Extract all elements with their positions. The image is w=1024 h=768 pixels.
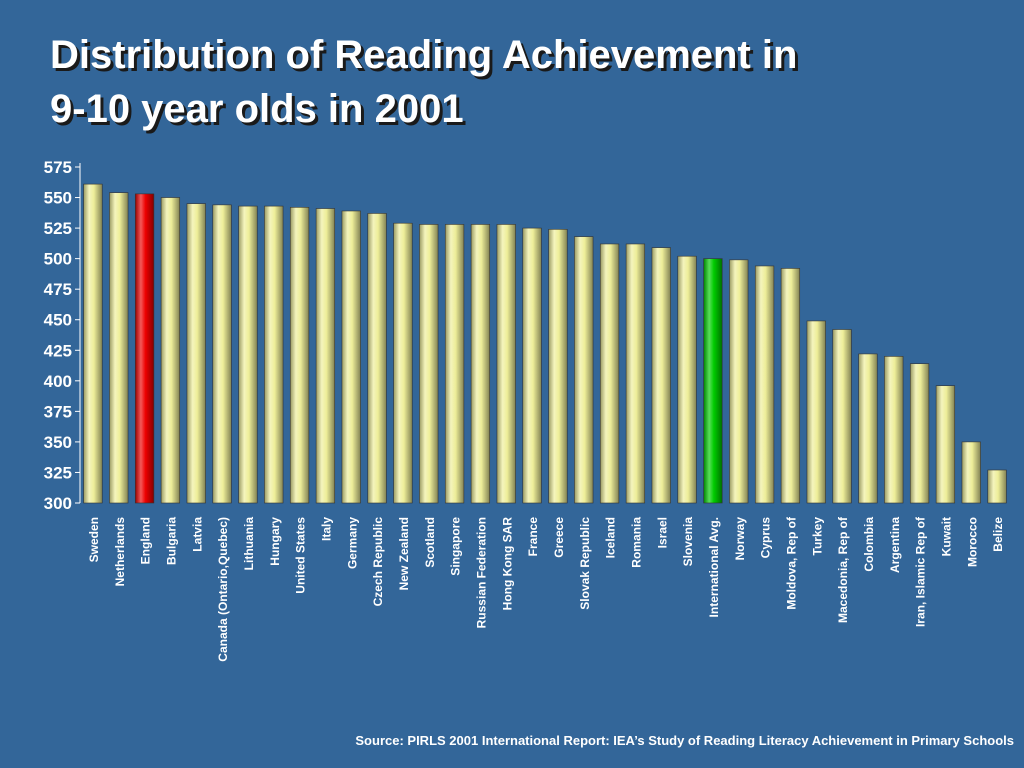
bar-colombia xyxy=(858,353,878,504)
bar-romania xyxy=(625,243,646,504)
x-category-label: Morocco xyxy=(965,517,979,567)
x-category-label: Hong Kong SAR xyxy=(500,517,514,611)
x-category-label: Israel xyxy=(655,517,669,548)
bar-latvia xyxy=(186,203,206,504)
x-category-label: Italy xyxy=(319,517,333,541)
x-category-label: Norway xyxy=(733,517,747,561)
x-category-label: Colombia xyxy=(862,517,876,572)
bar-israel xyxy=(651,247,671,504)
x-category-label: England xyxy=(139,517,153,564)
x-category-label: Russian Federation xyxy=(474,517,488,628)
bar-new-zealand xyxy=(393,222,413,504)
y-tick-label: 350 xyxy=(44,433,72,452)
bar-slovak-republic xyxy=(574,236,594,504)
x-category-label: Scotland xyxy=(423,517,437,568)
bar-france xyxy=(522,227,542,504)
x-category-label: Sweden xyxy=(87,517,101,562)
bar-lithuania xyxy=(238,205,258,504)
x-category-label: Cyprus xyxy=(759,517,773,559)
x-category-label: Czech Republic xyxy=(371,517,385,607)
y-tick-label: 575 xyxy=(44,158,72,177)
y-tick-label: 425 xyxy=(44,341,72,360)
bar-belize xyxy=(987,469,1007,504)
y-tick-label: 525 xyxy=(44,219,72,238)
bar-england xyxy=(134,193,155,504)
bar-hong-kong-sar xyxy=(496,224,516,504)
x-category-label: Belize xyxy=(991,517,1005,552)
bar-moldova-rep-of xyxy=(780,268,801,504)
y-tick-label: 500 xyxy=(44,250,72,269)
bar-argentina xyxy=(884,356,904,504)
x-category-label: Slovenia xyxy=(681,517,695,567)
bar-scotland xyxy=(419,224,439,504)
page-title: Distribution of Reading Achievement in 9… xyxy=(50,33,798,131)
x-category-label: Macedonia, Rep of xyxy=(836,516,850,623)
x-category-label: Singapore xyxy=(449,517,463,576)
y-tick-label: 375 xyxy=(44,402,72,421)
x-category-label: Iran, Islamic Rep of xyxy=(914,516,928,627)
bar-germany xyxy=(341,210,361,504)
x-category-label: Latvia xyxy=(190,517,204,552)
bar-macedonia-rep-of xyxy=(832,329,852,504)
y-tick-label: 475 xyxy=(44,280,72,299)
x-category-label: Slovak Republic xyxy=(578,517,592,610)
x-category-label: Kuwait xyxy=(939,517,953,556)
x-category-label: United States xyxy=(294,517,308,594)
x-category-label: Lithuania xyxy=(242,517,256,571)
source-citation: Source: PIRLS 2001 International Report:… xyxy=(355,733,1014,748)
bar-slovenia xyxy=(677,255,697,504)
bar-iceland xyxy=(599,243,620,504)
bar-singapore xyxy=(444,224,465,504)
bar-turkey xyxy=(806,320,826,504)
bar-united-states xyxy=(289,207,310,504)
bar-kuwait xyxy=(935,385,956,504)
x-category-label: Netherlands xyxy=(113,517,127,587)
x-category-label: Greece xyxy=(552,517,566,558)
bar-greece xyxy=(548,229,568,504)
x-category-label: Iceland xyxy=(604,517,618,558)
bar-canada-ontario-quebec xyxy=(212,204,232,504)
y-tick-label: 450 xyxy=(44,311,72,330)
y-tick-label: 325 xyxy=(44,463,72,482)
x-category-label: Bulgaria xyxy=(164,517,178,565)
x-category-label: Romania xyxy=(629,517,643,568)
x-category-label: Turkey xyxy=(810,517,824,556)
x-category-label: Moldova, Rep of xyxy=(784,516,798,610)
bar-cyprus xyxy=(754,265,775,504)
x-category-label: International Avg. xyxy=(707,517,721,617)
x-category-label: Argentina xyxy=(888,517,902,573)
bar-russian-federation xyxy=(470,224,491,504)
y-tick-label: 300 xyxy=(44,494,72,513)
bar-czech-republic xyxy=(367,213,387,504)
x-category-label: Canada (Ontario,Quebec) xyxy=(216,517,230,662)
y-tick-label: 400 xyxy=(44,372,72,391)
bar-netherlands xyxy=(109,192,129,504)
bar-norway xyxy=(729,259,749,504)
bar-morocco xyxy=(961,441,981,504)
x-category-label: New Zealand xyxy=(397,517,411,590)
bar-hungary xyxy=(264,205,284,504)
bar-international-avg xyxy=(703,258,723,504)
bar-bulgaria xyxy=(160,197,181,504)
x-category-label: Hungary xyxy=(268,517,282,566)
bar-sweden xyxy=(83,183,103,504)
x-category-label: Germany xyxy=(345,517,359,569)
bar-italy xyxy=(315,208,336,504)
x-category-label: France xyxy=(526,517,540,557)
y-tick-label: 550 xyxy=(44,189,72,208)
bar-iran-islamic-rep-of xyxy=(909,363,930,504)
